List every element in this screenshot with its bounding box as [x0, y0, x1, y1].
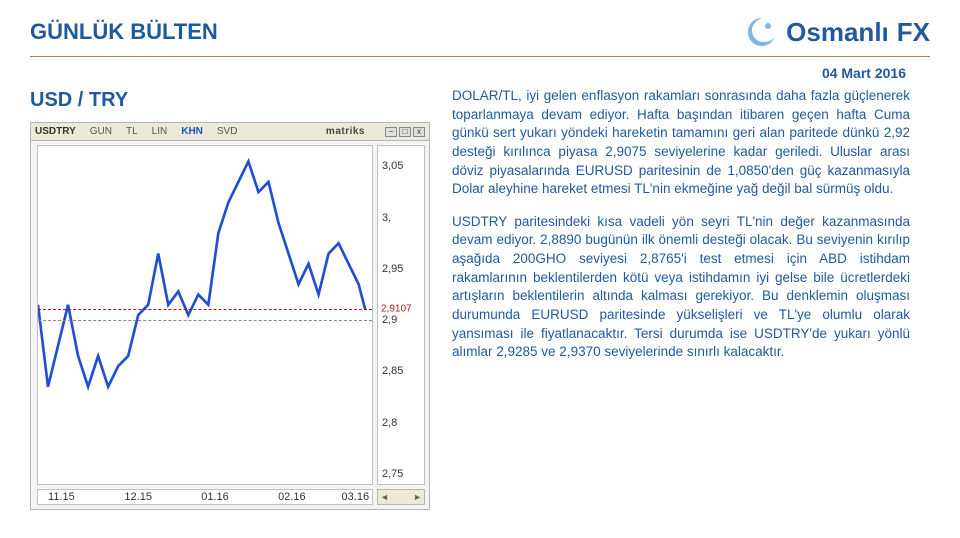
- chart-tb-svd[interactable]: SVD: [217, 126, 238, 137]
- brand-name: Osmanlı: [786, 17, 889, 48]
- y-tick-label: 2,9: [382, 314, 397, 326]
- brand-swirl-icon: [744, 14, 780, 50]
- chart-tb-lin[interactable]: LIN: [152, 126, 168, 137]
- chart-tb-tl[interactable]: TL: [126, 126, 138, 137]
- chart-widget: USDTRY GUN TL LIN KHN SVD matriks − □ x …: [30, 122, 430, 510]
- y-tick-label: 2,75: [382, 468, 403, 480]
- scroll-right-icon[interactable]: ►: [413, 492, 422, 502]
- chart-plot[interactable]: [37, 145, 373, 485]
- page-date: 04 Mart 2016: [0, 65, 960, 87]
- scroll-left-icon[interactable]: ◄: [380, 492, 389, 502]
- chart-scrollbar[interactable]: ◄ ►: [377, 489, 425, 505]
- header-divider: [30, 56, 930, 57]
- content-row: USD / TRY USDTRY GUN TL LIN KHN SVD matr…: [0, 87, 960, 510]
- y-tick-label: 3,05: [382, 160, 403, 172]
- chart-x-axis: 11.15 12.15 01.16 02.16 03.16: [37, 489, 373, 505]
- pair-title: USD / TRY: [30, 89, 430, 112]
- y-tick-label: 2,85: [382, 365, 403, 377]
- header: GÜNLÜK BÜLTEN Osmanlı FX: [0, 0, 960, 56]
- y-marker-label: 2,9107: [380, 304, 413, 315]
- x-tick-label: 12.15: [124, 491, 152, 503]
- right-column: DOLAR/TL, iyi gelen enflasyon rakamları …: [452, 87, 930, 510]
- chart-window-controls: − □ x: [385, 127, 425, 137]
- chart-tb-gun[interactable]: GUN: [90, 126, 112, 137]
- chart-tb-symbol: USDTRY: [35, 126, 76, 137]
- chart-y-axis: 3,05 3, 2,95 2,9 2,85 2,8 2,75 2,9107: [377, 145, 425, 485]
- maximize-icon[interactable]: □: [399, 127, 411, 137]
- left-column: USD / TRY USDTRY GUN TL LIN KHN SVD matr…: [30, 87, 430, 510]
- chart-toolbar: USDTRY GUN TL LIN KHN SVD matriks − □ x: [31, 123, 429, 141]
- brand-logo: Osmanlı FX: [744, 14, 930, 50]
- y-tick-label: 2,8: [382, 417, 397, 429]
- paragraph-2: USDTRY paritesindeki kısa vadeli yön sey…: [452, 213, 910, 362]
- chart-line-svg: [38, 146, 372, 484]
- brand-suffix: FX: [897, 17, 930, 48]
- close-icon[interactable]: x: [413, 127, 425, 137]
- chart-tb-khn[interactable]: KHN: [181, 126, 203, 137]
- minimize-icon[interactable]: −: [385, 127, 397, 137]
- y-tick-label: 3,: [382, 212, 391, 224]
- y-tick-label: 2,95: [382, 263, 403, 275]
- paragraph-1: DOLAR/TL, iyi gelen enflasyon rakamları …: [452, 87, 910, 199]
- x-tick-label: 01.16: [201, 491, 229, 503]
- x-tick-label: 11.15: [48, 491, 75, 503]
- x-tick-label: 02.16: [278, 491, 306, 503]
- page-title: GÜNLÜK BÜLTEN: [30, 19, 218, 45]
- x-tick-label: 03.16: [342, 491, 370, 503]
- chart-tb-brand: matriks: [326, 126, 365, 137]
